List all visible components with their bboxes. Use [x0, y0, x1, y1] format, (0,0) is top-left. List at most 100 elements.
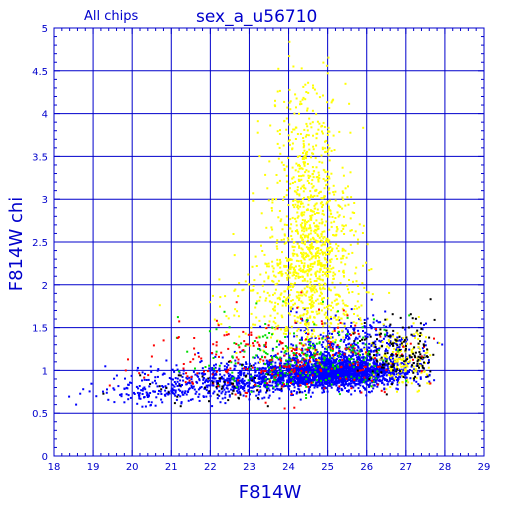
data-point	[347, 389, 350, 392]
data-point	[313, 261, 316, 264]
data-point	[324, 337, 327, 340]
data-point	[259, 373, 262, 375]
data-point	[286, 363, 289, 366]
data-point	[392, 357, 394, 360]
data-point	[285, 194, 288, 197]
data-point	[280, 239, 283, 241]
data-point	[298, 179, 301, 182]
data-point	[300, 373, 303, 376]
data-point	[287, 362, 290, 365]
data-point	[210, 379, 213, 382]
data-point	[333, 380, 336, 383]
data-point	[382, 324, 385, 327]
data-point	[305, 246, 308, 249]
data-point	[202, 377, 205, 379]
data-point	[238, 282, 241, 285]
data-point	[315, 92, 318, 95]
data-point	[323, 322, 326, 325]
data-point	[304, 234, 307, 237]
data-point	[302, 363, 305, 366]
data-point	[106, 388, 108, 391]
data-point	[342, 340, 345, 343]
data-point	[364, 361, 367, 364]
data-point	[289, 306, 292, 309]
data-point	[337, 366, 340, 369]
data-point	[296, 329, 299, 332]
data-point	[299, 133, 302, 135]
data-point	[139, 397, 142, 400]
data-point	[403, 345, 406, 348]
data-point	[355, 322, 358, 325]
data-point	[372, 380, 375, 383]
data-point	[317, 262, 320, 265]
data-point	[346, 305, 349, 307]
data-point	[309, 232, 312, 235]
data-point	[215, 350, 218, 353]
data-point	[235, 379, 238, 382]
data-point	[402, 337, 405, 340]
data-point	[308, 355, 311, 358]
data-point	[289, 100, 292, 103]
data-point	[394, 376, 397, 379]
data-point	[338, 346, 341, 349]
data-point	[304, 383, 307, 386]
data-point	[318, 277, 321, 280]
data-point	[284, 330, 287, 332]
data-point	[208, 376, 211, 379]
data-point	[154, 379, 156, 382]
data-point	[308, 283, 311, 286]
data-point	[327, 148, 330, 151]
data-point	[328, 362, 331, 365]
data-point	[293, 357, 295, 360]
data-point	[313, 368, 316, 371]
data-point	[307, 220, 310, 223]
data-point	[420, 371, 423, 374]
data-point	[278, 375, 281, 378]
data-point	[319, 333, 322, 336]
data-point	[289, 376, 292, 379]
data-point	[283, 169, 286, 172]
data-point	[154, 376, 157, 379]
data-point	[365, 261, 367, 264]
data-point	[421, 328, 424, 331]
data-point	[143, 386, 146, 389]
data-point	[240, 379, 243, 382]
data-point	[162, 386, 165, 389]
data-point	[299, 379, 302, 382]
data-point	[293, 269, 296, 272]
data-point	[287, 369, 290, 372]
data-point	[231, 356, 234, 359]
data-point	[379, 363, 382, 366]
data-point	[287, 385, 290, 388]
data-point	[265, 373, 268, 376]
data-point	[256, 292, 259, 295]
data-point	[282, 300, 285, 303]
data-point	[391, 381, 394, 384]
data-point	[283, 296, 286, 298]
data-point	[283, 234, 286, 237]
data-point	[335, 310, 338, 313]
data-point	[428, 373, 431, 376]
data-point	[261, 381, 264, 384]
data-point	[311, 346, 314, 349]
data-point	[369, 349, 372, 352]
data-point	[156, 369, 159, 372]
data-point	[269, 384, 272, 387]
data-point	[311, 265, 314, 268]
data-point	[327, 274, 330, 276]
data-point	[340, 356, 343, 359]
data-point	[290, 235, 293, 237]
data-point	[370, 390, 373, 393]
data-point	[260, 373, 263, 376]
data-point	[332, 373, 335, 376]
data-point	[332, 381, 335, 384]
data-point	[226, 384, 229, 387]
data-point	[188, 382, 191, 385]
data-point	[305, 153, 308, 156]
data-point	[306, 336, 309, 338]
data-point	[342, 369, 345, 371]
data-point	[327, 330, 330, 332]
data-point	[263, 253, 266, 256]
data-point	[266, 187, 269, 190]
data-point	[316, 247, 319, 249]
